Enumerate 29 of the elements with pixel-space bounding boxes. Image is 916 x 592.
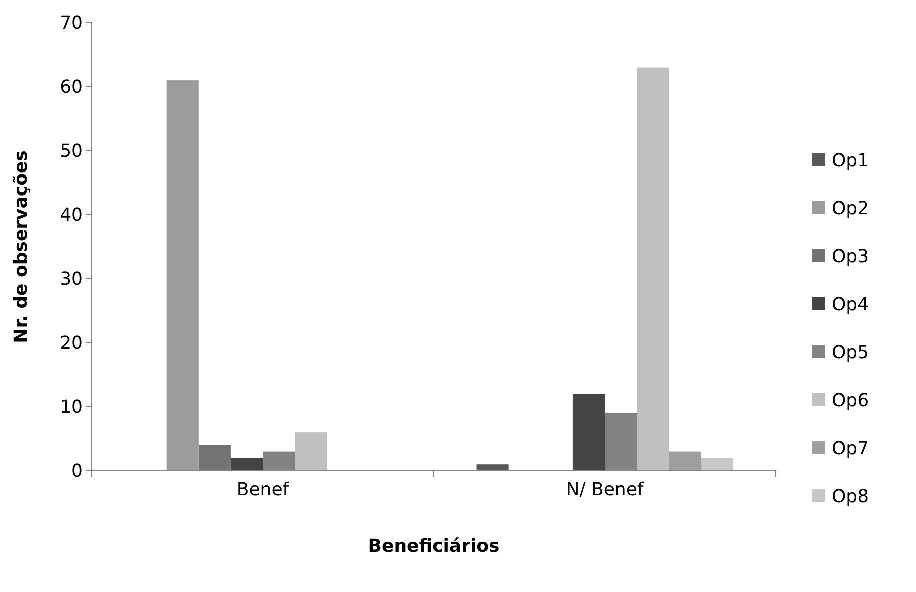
- x-tick-label: Benef: [236, 480, 290, 501]
- y-tick-label: 30: [60, 268, 83, 290]
- bar: [230, 458, 263, 471]
- x-axis-title: Beneficiários: [368, 536, 500, 557]
- legend-label: Op3: [832, 246, 870, 268]
- bar: [476, 464, 509, 471]
- legend-label: Op7: [832, 438, 870, 460]
- x-tick-label: N/ Benef: [566, 480, 644, 501]
- y-tick-label: 0: [72, 460, 83, 482]
- legend-label: Op4: [832, 294, 870, 316]
- y-tick-label: 70: [60, 12, 83, 34]
- y-tick-label: 60: [60, 76, 83, 98]
- y-axis-title: Nr. de observações: [11, 150, 32, 344]
- bar: [166, 80, 199, 471]
- legend-label: Op1: [832, 150, 870, 172]
- bar: [295, 432, 328, 471]
- legend-label: Op2: [832, 198, 870, 220]
- bar: [669, 452, 702, 471]
- y-tick-label: 50: [60, 140, 83, 162]
- bar: [198, 445, 231, 471]
- legend-label: Op5: [832, 342, 870, 364]
- bar: [637, 68, 670, 471]
- bar: [701, 458, 734, 471]
- y-tick-label: 20: [60, 332, 83, 354]
- y-tick-label: 40: [60, 204, 83, 226]
- y-tick-label: 10: [60, 396, 83, 418]
- bar: [572, 394, 605, 471]
- legend-label: Op8: [832, 486, 870, 508]
- legend-label: Op6: [832, 390, 870, 412]
